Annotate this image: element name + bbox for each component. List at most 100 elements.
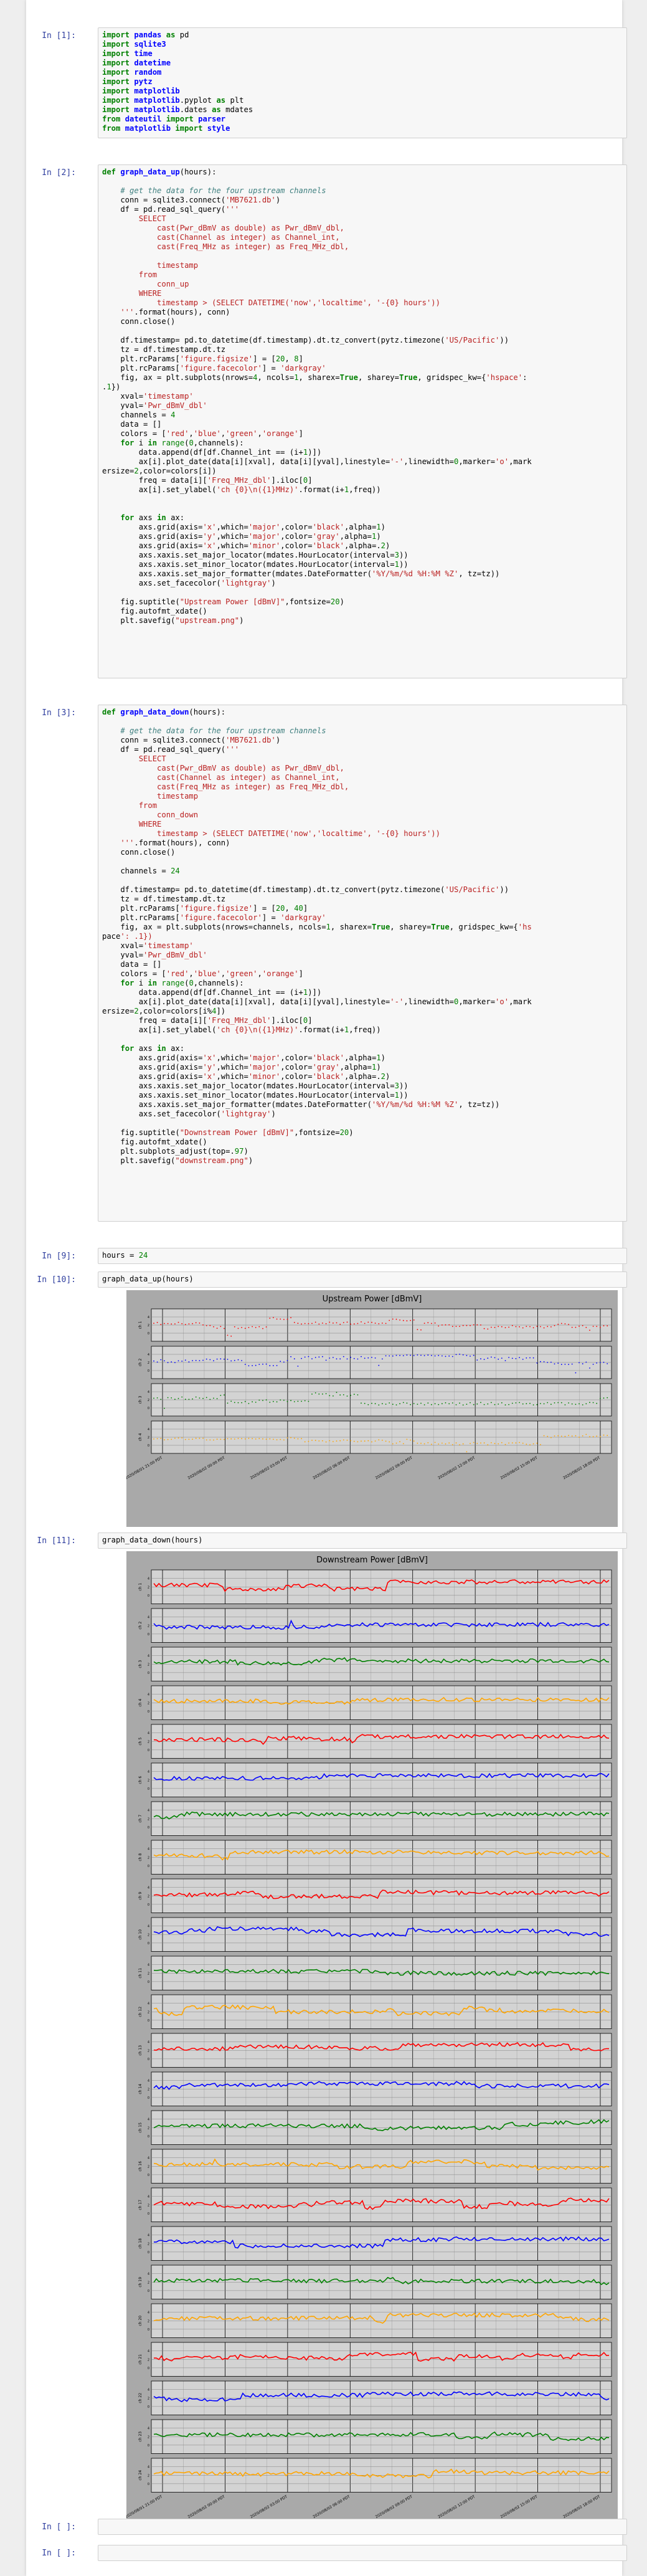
data-point [540,1444,541,1445]
series-line-ch-18 [154,2236,610,2249]
data-point [293,1437,295,1439]
series-line-ch-9 [153,1889,610,1899]
subplot-ch-7: ch 7 4 2 0 [138,1801,612,1836]
subplot-ch-2: ch 2 4 2 0 [138,1346,612,1379]
data-point [167,1323,169,1324]
data-point [459,1326,460,1327]
data-point [160,1324,162,1326]
data-point [575,1372,577,1374]
y-tick-label: 4 [148,2079,149,2083]
data-point [308,1356,309,1357]
data-point [248,1403,250,1404]
data-point [304,1400,306,1402]
data-point [395,1354,397,1356]
y-tick-label: 4 [148,1770,149,1774]
data-point [413,1403,415,1404]
data-point [473,1354,475,1356]
data-point [364,1440,366,1442]
data-point [297,1438,299,1440]
subplot-ch-2: ch 2 4 2 0 [138,1608,612,1643]
y-tick-label: 0 [148,1633,149,1637]
data-point [554,1324,555,1326]
data-point [297,1400,299,1402]
data-point [314,1357,316,1358]
data-point [192,1398,193,1400]
y-tick-label: 0 [148,2096,149,2100]
data-point [406,1402,408,1404]
series-line-ch-21 [154,2351,610,2362]
code-input[interactable]: def graph_data_up(hours): # get the data… [98,164,627,678]
data-point [325,1441,327,1443]
y-axis-label: ch 3 [138,1395,143,1404]
y-tick-label: 4 [148,2311,149,2315]
data-point [371,1402,372,1404]
data-point [174,1362,176,1364]
data-point [557,1362,559,1364]
data-point [540,1326,541,1328]
data-point [589,1436,590,1438]
data-point [255,1402,257,1403]
data-point [462,1324,464,1326]
data-point [262,1438,263,1440]
data-point [491,1356,492,1358]
code-input[interactable] [98,2545,627,2561]
data-point [237,1402,239,1404]
code-input[interactable]: import pandas as pd import sqlite3 impor… [98,27,627,138]
data-point [378,1439,380,1441]
data-point [445,1356,446,1357]
data-point [336,1322,338,1324]
y-axis-label: ch 19 [138,2277,143,2288]
data-point [329,1395,331,1397]
data-point [258,1326,260,1328]
code-input[interactable]: hours = 24 [98,1248,627,1264]
data-point [213,1439,214,1441]
data-point [399,1403,400,1405]
data-point [283,1439,285,1441]
data-point [564,1323,566,1324]
data-point [603,1434,605,1436]
data-point [262,1328,263,1329]
data-point [592,1364,594,1365]
data-point [501,1402,503,1404]
data-point [442,1442,443,1444]
y-tick-label: 2 [148,1624,149,1628]
y-axis-label: ch 9 [138,1892,143,1900]
data-point [304,1323,306,1324]
y-tick-label: 0 [148,2444,149,2448]
code-input[interactable]: def graph_data_down(hours): # get the da… [98,705,627,1222]
data-point [311,1393,313,1395]
data-point [329,1440,331,1442]
y-tick-label: 4 [148,1616,149,1620]
y-tick-label: 2 [148,1856,149,1860]
data-point [596,1362,598,1364]
data-point [395,1442,397,1444]
y-tick-label: 0 [148,1369,149,1373]
data-point [227,1334,229,1336]
data-point [333,1322,334,1324]
data-point [540,1403,541,1404]
code-input[interactable] [98,2519,627,2535]
subplot-ch-16: ch 16 4 2 0 [138,2149,612,2184]
data-point [227,1438,229,1440]
data-point [582,1363,583,1365]
data-point [445,1324,446,1326]
data-point [596,1326,598,1327]
data-point [342,1356,344,1357]
subplot-ch-9: ch 9 4 2 0 [138,1878,612,1913]
data-point [417,1404,418,1405]
y-axis-label: ch 11 [138,1968,143,1979]
code-input[interactable]: graph_data_up(hours) [98,1271,627,1288]
data-point [364,1323,366,1324]
data-point [466,1404,468,1405]
data-point [431,1404,432,1405]
data-point [213,1326,214,1328]
subplot-ch-8: ch 8 4 2 0 [138,1840,612,1875]
y-tick-label: 2 [148,1663,149,1666]
data-point [177,1321,179,1323]
data-point [181,1323,183,1324]
data-point [501,1326,503,1328]
code-text: import pandas as pd import sqlite3 impor… [102,31,253,133]
data-point [290,1437,291,1438]
code-input[interactable]: graph_data_down(hours) [98,1533,627,1549]
y-tick-label: 2 [148,2242,149,2246]
